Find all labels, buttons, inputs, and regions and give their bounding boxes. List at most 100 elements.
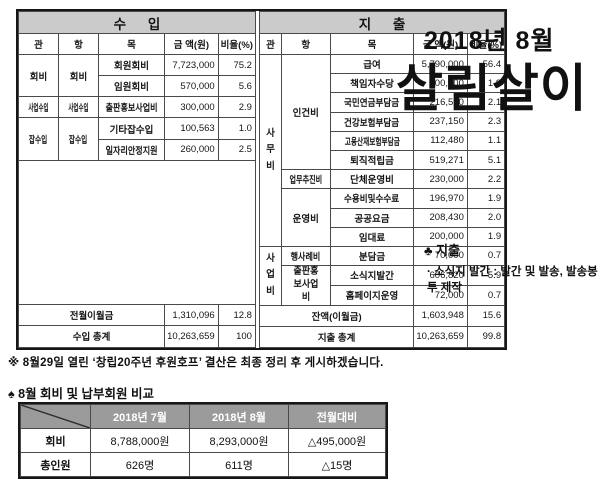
income-ratio: 75.2 — [217, 54, 256, 77]
col-amount: 금 액(원) — [164, 33, 219, 56]
expense-mok: 단체운영비 — [329, 169, 415, 190]
expense-gwan: 사업비 — [258, 245, 282, 306]
income-gwan: 사업수입 — [18, 96, 59, 119]
balance-amount: 1,603,948 — [413, 304, 468, 327]
expense-total-row: 지출 총계 10,263,659 99.8 — [258, 325, 506, 348]
cmp-col-diff: 전월대비 — [288, 404, 386, 429]
table-row: 사무비 인건비 급여 5,790,000 56.4 — [258, 53, 506, 247]
income-ratio: 5.6 — [217, 75, 256, 98]
income-mok: 임원회비 — [97, 75, 166, 98]
expense-hang: 출판홍보사업비 — [280, 265, 331, 306]
table-row: 홈페이지운영 72,000 0.7 — [259, 284, 506, 306]
income-gwan: 회비 — [18, 54, 59, 98]
income-section-title: 수 입 — [18, 10, 256, 35]
diagonal-line-icon — [21, 405, 90, 428]
income-total-amount: 10,263,659 — [164, 325, 219, 348]
col-hang: 항 — [57, 33, 99, 56]
table-row: 업무추진비 단체운영비 230,000 2.2 — [259, 169, 506, 190]
expense-ratio: 56.4 — [466, 53, 506, 75]
income-ratio: 2.5 — [217, 138, 256, 161]
expense-ratio: 2.0 — [466, 207, 506, 228]
income-amount: 570,000 — [164, 75, 219, 98]
income-column-header-row: 관 항 목 금 액(원) 비율(%) — [18, 33, 256, 56]
balance-ratio: 15.6 — [466, 304, 506, 327]
col-ratio: 비율(%) — [466, 33, 506, 55]
expense-amount: 230,000 — [413, 169, 468, 190]
cmp-value: △15명 — [288, 452, 386, 477]
expense-section-title: 지 출 — [258, 11, 506, 34]
income-hang: 잡수입 — [57, 117, 99, 161]
cmp-row-label: 회비 — [20, 428, 91, 453]
comparison-table-wrap: 2018년 7월 2018년 8월 전월대비 회비 8,788,000원 8,2… — [18, 402, 388, 479]
expense-note-title: ♣ 지출 — [424, 243, 461, 258]
income-empty-area — [18, 159, 256, 306]
comparison-header-row: 2018년 7월 2018년 8월 전월대비 — [20, 404, 386, 429]
table-row: 공공요금 208,430 2.0 — [259, 207, 506, 228]
income-table: 수 입 관 항 목 금 액(원) 비율(%) 회비 회비 회원회비 7,723,… — [17, 10, 256, 348]
empty-row — [18, 159, 256, 306]
expense-mok: 분담금 — [329, 245, 415, 267]
expense-mok: 공공요금 — [329, 207, 415, 228]
cmp-value: 8,788,000원 — [90, 428, 190, 453]
income-band-row: 수 입 — [18, 10, 256, 35]
expense-mok: 퇴직적립금 — [329, 149, 415, 171]
expense-ratio: 1.9 — [466, 226, 506, 247]
expense-ratio: 0.7 — [466, 245, 506, 267]
expense-hang: 업무추진비 — [280, 169, 331, 190]
carryover-label: 전월이월금 — [17, 304, 166, 327]
table-row: 퇴직적립금 519,271 5.1 — [259, 149, 506, 171]
table-row: 사업비 행사례비 분담금 70,000 0.7 — [258, 245, 506, 306]
income-gwan: 잡수입 — [18, 117, 59, 161]
carryover-row: 전월이월금 1,310,096 12.8 — [17, 304, 256, 327]
expense-ratio: 1.9 — [466, 188, 506, 209]
table-row: 임원회비 570,000 5.6 — [19, 75, 256, 98]
expense-mok: 소식지발간 — [329, 265, 415, 286]
income-mok: 일자리안정지원 — [97, 138, 166, 161]
table-row: 회비 회비 회원회비 7,723,000 75.2 — [18, 54, 256, 98]
income-mok: 기타잡수입 — [97, 117, 166, 140]
income-hang: 회비 — [57, 54, 99, 98]
income-mok: 회원회비 — [97, 54, 166, 77]
income-amount: 100,563 — [164, 117, 219, 140]
expense-ratio: 5.1 — [466, 149, 506, 171]
expense-mok: 고용산재보험부담금 — [329, 130, 415, 151]
footnote: ※ 8월29일 열린 ‘창립20주년 후원호프’ 결산은 최종 정리 후 게시하… — [8, 357, 384, 369]
comparison-section-title: ♠ 8월 회비 및 납부회원 비교 — [8, 387, 154, 401]
expense-table: 지 출 관 항 목 금 액(원) 비율(%) 사무비 인건비 급여 5,790,… — [258, 11, 506, 348]
expense-band-row: 지 출 — [258, 11, 506, 34]
income-hang: 사업수입 — [57, 96, 99, 119]
income-total-row: 수입 총계 10,263,659 100 — [17, 325, 256, 348]
expense-hang: 행사례비 — [280, 245, 331, 267]
expense-mok: 홈페이지운영 — [329, 284, 415, 306]
carryover-amount: 1,310,096 — [164, 304, 219, 327]
income-mok: 출판홍보사업비 — [97, 96, 166, 119]
table-row: 사업수입 사업수입 출판홍보사업비 300,000 2.9 — [18, 96, 256, 119]
table-row: 출판홍보사업비 소식지발간 606,820 5.9 — [259, 265, 506, 306]
expense-total-label: 지출 총계 — [258, 325, 415, 348]
expense-amount: 208,430 — [413, 207, 468, 228]
table-row: 일자리안정지원 260,000 2.5 — [19, 138, 256, 161]
expense-amount: 519,271 — [413, 149, 468, 171]
expense-total-ratio: 99.8 — [466, 325, 506, 348]
table-row: 총인원 626명 611명 △15명 — [20, 452, 386, 477]
balance-label: 잔액(이월금) — [258, 304, 415, 327]
comparison-table: 2018년 7월 2018년 8월 전월대비 회비 8,788,000원 8,2… — [20, 404, 386, 477]
expense-amount: 112,480 — [413, 130, 468, 151]
expense-mok: 임대료 — [329, 226, 415, 247]
income-total-ratio: 100 — [217, 325, 256, 348]
table-row: 회비 8,788,000원 8,293,000원 △495,000원 — [20, 428, 386, 453]
col-mok: 목 — [97, 33, 166, 56]
cmp-value: 626명 — [90, 452, 190, 477]
cmp-col-july: 2018년 7월 — [90, 404, 190, 429]
table-row: 건강보험부담금 237,150 2.3 — [259, 111, 506, 132]
page-title: 살림살이 — [396, 60, 588, 117]
expense-amount: 196,970 — [413, 188, 468, 209]
table-row: 운영비 수용비및수수료 196,970 1.9 — [259, 188, 506, 247]
table-row: 국민연금부담금 216,590 2.1 — [259, 92, 506, 113]
cmp-col-august: 2018년 8월 — [189, 404, 289, 429]
income-total-label: 수입 총계 — [17, 325, 166, 348]
expense-hang: 운영비 — [280, 188, 331, 247]
page-title-date: 2018년 8월 — [424, 27, 555, 55]
col-hang: 항 — [280, 33, 331, 55]
expense-total-amount: 10,263,659 — [413, 325, 468, 348]
